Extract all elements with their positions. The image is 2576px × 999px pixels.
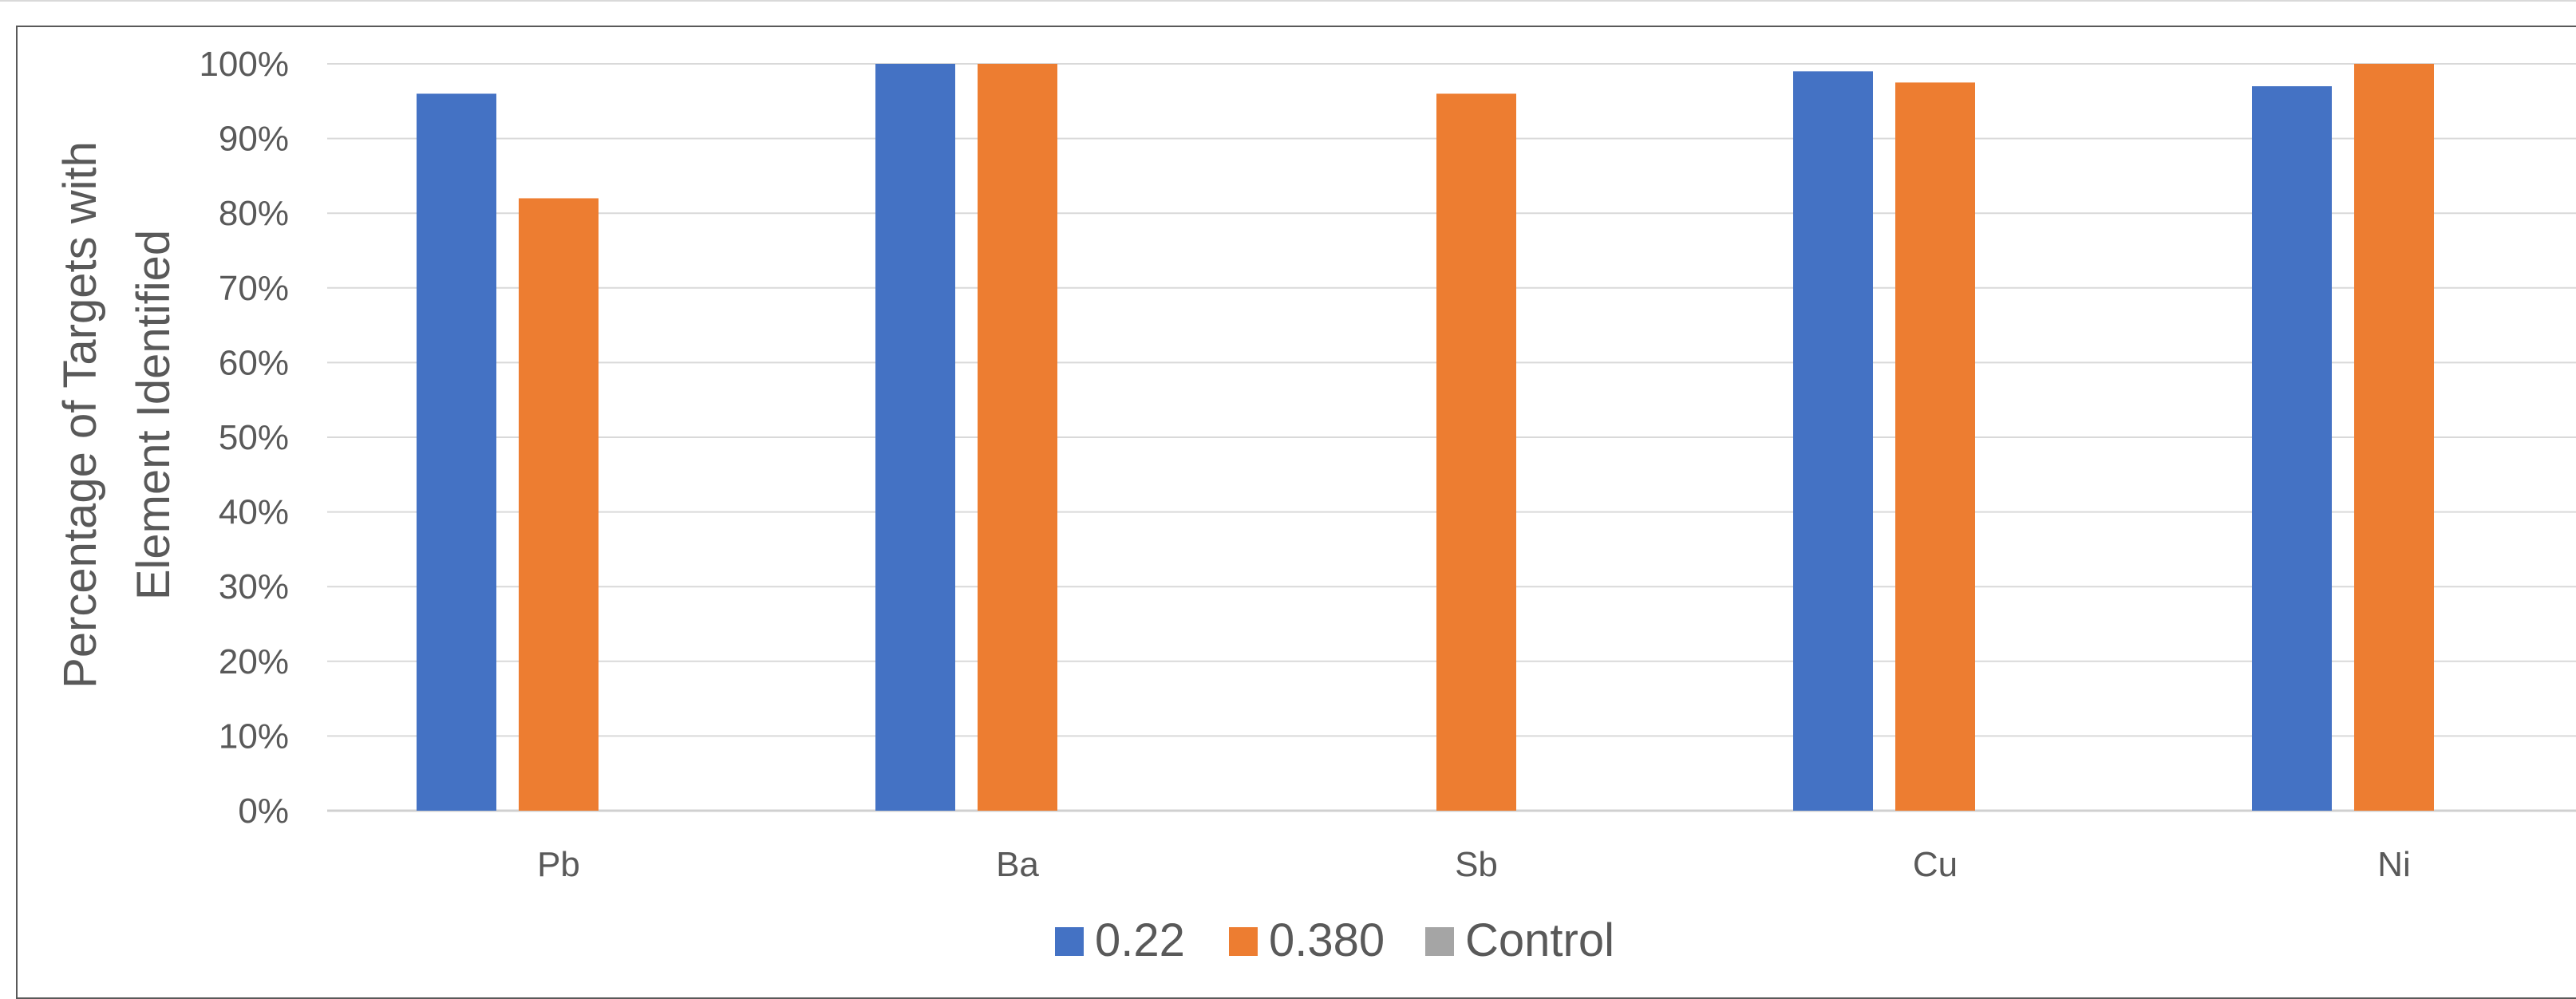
legend-label: 0.22 <box>1095 914 1185 963</box>
y-tick-label: 50% <box>219 418 289 457</box>
bar-chart: 0% 10% 20% 30% 40% 50% 60% 70% 80% 90% 100% Pb Ba Sb… <box>54 45 2576 963</box>
bar-sb-series-1 <box>1436 93 1516 811</box>
x-category-label: Ba <box>996 845 1039 884</box>
y-tick-label: 70% <box>219 269 289 308</box>
x-category-label: Sb <box>1455 845 1498 884</box>
y-tick-label: 40% <box>219 493 289 532</box>
y-tick-label: 80% <box>219 194 289 233</box>
legend-label: 0.380 <box>1269 914 1385 963</box>
top-border-line <box>0 0 2576 2</box>
y-axis-label-line-1: Percentage of Targets with <box>54 141 106 689</box>
bar-ni-series-1 <box>2354 64 2434 811</box>
x-category-label: Pb <box>537 845 580 884</box>
legend-swatch <box>1425 927 1454 956</box>
y-tick-label: 100% <box>199 45 289 84</box>
bars <box>417 64 2434 811</box>
y-tick-label: 90% <box>219 120 289 159</box>
bar-cu-series-0 <box>1793 71 1873 811</box>
bar-ba-series-0 <box>875 64 955 811</box>
y-tick-label: 30% <box>219 567 289 606</box>
x-category-label: Ni <box>2377 845 2411 884</box>
bar-cu-series-1 <box>1895 82 1975 811</box>
y-tick-label: 10% <box>219 717 289 756</box>
y-axis-label-line-2: Element Identified <box>128 230 180 600</box>
legend-label: Control <box>1465 914 1614 963</box>
y-axis-ticks: 0% 10% 20% 30% 40% 50% 60% 70% 80% 90% 100% <box>199 45 289 831</box>
legend-swatch <box>1229 927 1258 956</box>
legend-swatch <box>1055 927 1084 956</box>
y-tick-label: 0% <box>238 792 289 831</box>
bar-pb-series-1 <box>519 198 599 811</box>
x-category-label: Cu <box>1913 845 1958 884</box>
bar-pb-series-0 <box>417 93 496 811</box>
legend: 0.22 0.380 Control <box>1055 914 1614 963</box>
y-tick-label: 20% <box>219 642 289 681</box>
y-tick-label: 60% <box>219 343 289 382</box>
x-axis-categories: Pb Ba Sb Cu Ni <box>537 845 2411 884</box>
bar-ba-series-1 <box>978 64 1057 811</box>
bar-ni-series-0 <box>2252 86 2332 811</box>
